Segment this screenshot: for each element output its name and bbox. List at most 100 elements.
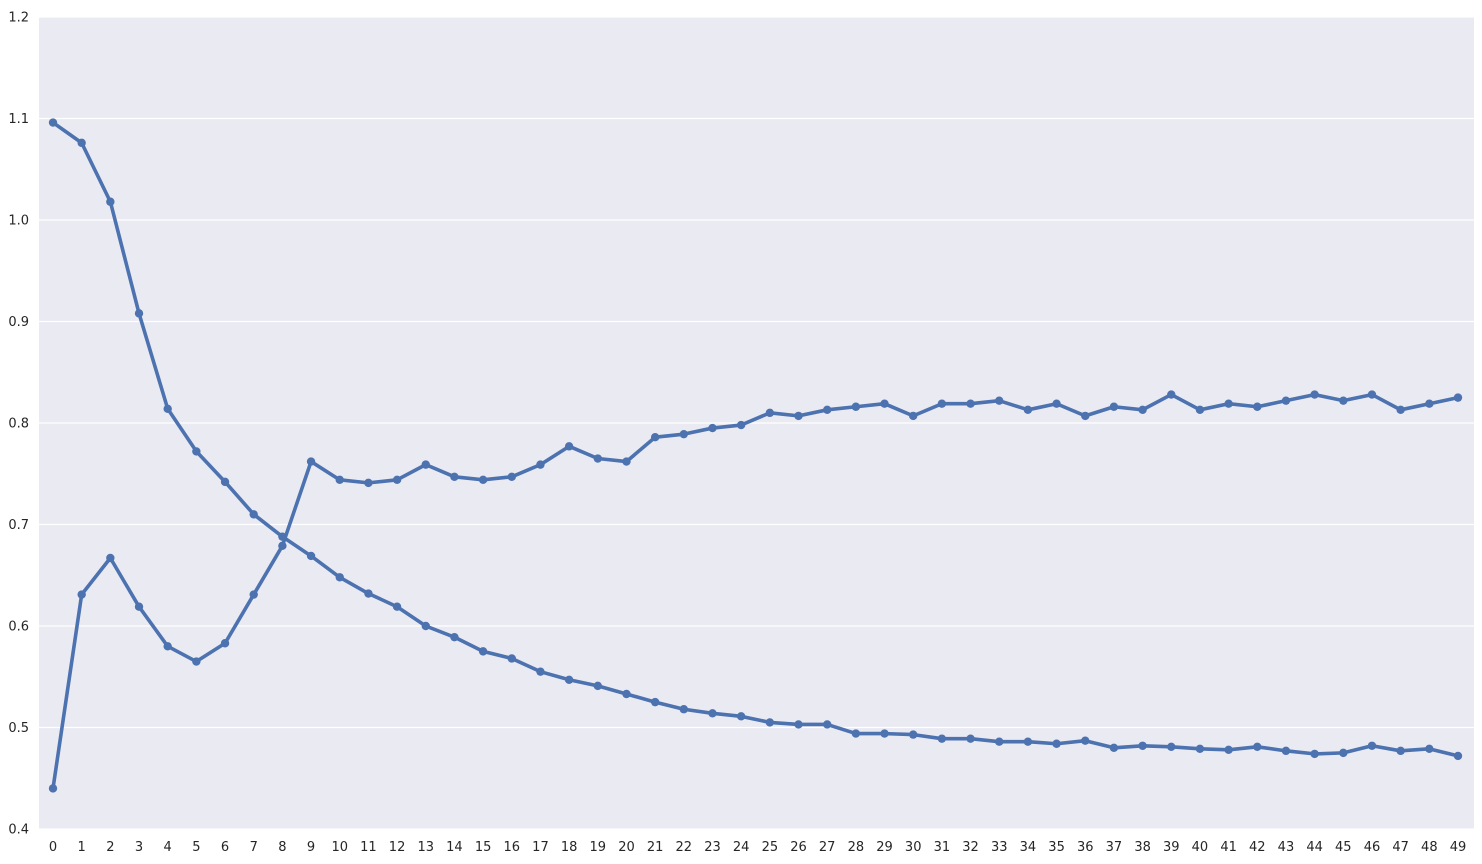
x-tick-label: 1 <box>78 840 86 855</box>
data-point <box>622 689 631 699</box>
data-point <box>77 138 86 148</box>
data-point <box>335 475 344 485</box>
data-point <box>1138 741 1147 750</box>
data-point <box>966 399 975 408</box>
data-point <box>134 602 144 611</box>
y-tick-label: 1.0 <box>8 214 29 229</box>
y-tick-label: 0.6 <box>8 620 29 635</box>
y-tick-label: 0.4 <box>8 823 29 838</box>
x-tick-label: 33 <box>991 840 1008 855</box>
data-point <box>1023 405 1033 415</box>
data-point <box>1310 390 1319 399</box>
x-tick-label: 48 <box>1421 840 1438 855</box>
x-tick-label: 2 <box>106 840 114 855</box>
data-point <box>1367 741 1377 750</box>
data-point <box>1425 399 1434 408</box>
data-point <box>364 478 373 488</box>
data-point <box>851 729 861 738</box>
data-point <box>880 399 889 408</box>
data-point <box>765 718 775 727</box>
y-tick-label: 1.2 <box>8 11 29 26</box>
data-point <box>478 475 488 485</box>
data-point <box>192 657 201 666</box>
y-tick-label: 1.1 <box>8 112 29 127</box>
data-point <box>1339 748 1348 758</box>
x-tick-label: 37 <box>1106 840 1123 855</box>
x-axis-tick-labels: 0 1 2 3 4 5 6 7 8 9 10 11 12 13 14 15 16 17 18 19 20 21 22 23 24… <box>49 840 1466 855</box>
data-point <box>736 712 746 721</box>
x-tick-label: 21 <box>647 840 664 855</box>
x-tick-label: 15 <box>475 840 492 855</box>
data-point <box>306 551 316 561</box>
x-tick-label: 38 <box>1134 840 1151 855</box>
x-tick-label: 13 <box>417 840 434 855</box>
x-tick-label: 42 <box>1249 840 1266 855</box>
data-point <box>822 720 832 729</box>
x-tick-label: 0 <box>49 840 57 855</box>
data-point <box>478 647 488 656</box>
x-tick-label: 44 <box>1306 840 1323 855</box>
x-tick-label: 36 <box>1077 840 1094 855</box>
x-tick-label: 43 <box>1278 840 1295 855</box>
data-point <box>880 729 889 738</box>
data-point <box>995 737 1004 746</box>
data-point <box>421 460 430 469</box>
data-point <box>536 667 545 676</box>
x-tick-label: 27 <box>819 840 836 855</box>
series-line <box>51 120 1460 758</box>
data-point <box>421 621 430 631</box>
data-point <box>909 730 918 739</box>
data-point <box>77 590 86 599</box>
data-point <box>220 639 230 648</box>
data-point <box>564 442 574 451</box>
data-point <box>937 399 947 408</box>
data-point <box>249 510 258 519</box>
data-point <box>364 589 373 598</box>
data-point <box>1339 396 1348 405</box>
data-point <box>1109 402 1119 411</box>
x-tick-label: 30 <box>905 840 922 855</box>
x-tick-label: 35 <box>1048 840 1065 855</box>
x-tick-label: 12 <box>389 840 406 855</box>
x-tick-label: 3 <box>135 840 143 855</box>
x-tick-label: 22 <box>676 840 693 855</box>
data-point <box>1109 743 1119 752</box>
data-point <box>1023 737 1033 746</box>
data-point <box>1052 399 1061 408</box>
data-point <box>192 447 201 456</box>
x-tick-label: 32 <box>962 840 979 855</box>
series-2 <box>48 390 1463 793</box>
y-axis-tick-labels: 0.4 0.5 0.6 0.7 0.8 0.9 1.0 1.1 1.2 <box>8 11 29 838</box>
data-point <box>909 411 918 421</box>
x-tick-label: 29 <box>876 840 893 855</box>
data-point <box>1195 744 1205 754</box>
data-point <box>48 118 58 127</box>
series-1 <box>48 118 1463 761</box>
x-tick-label: 47 <box>1392 840 1409 855</box>
data-point <box>1281 396 1291 405</box>
x-tick-label: 5 <box>192 840 200 855</box>
data-point <box>1167 390 1176 399</box>
data-point <box>966 734 975 743</box>
data-point <box>593 681 602 691</box>
data-point <box>564 675 574 684</box>
data-point <box>1367 390 1377 399</box>
data-point <box>1052 739 1061 748</box>
data-point <box>392 475 402 485</box>
data-point <box>1396 405 1405 415</box>
y-tick-label: 0.7 <box>8 518 29 533</box>
data-point <box>1425 744 1434 754</box>
data-point <box>708 423 717 433</box>
data-point <box>450 632 459 642</box>
y-tick-label: 0.5 <box>8 721 29 736</box>
series-line <box>51 392 1460 791</box>
data-point <box>1081 411 1090 421</box>
x-tick-label: 46 <box>1364 840 1381 855</box>
data-point <box>249 590 258 599</box>
x-tick-label: 28 <box>848 840 865 855</box>
data-point <box>1081 736 1090 745</box>
data-point <box>593 454 602 463</box>
data-point <box>134 309 144 318</box>
y-tick-label: 0.8 <box>8 417 29 432</box>
